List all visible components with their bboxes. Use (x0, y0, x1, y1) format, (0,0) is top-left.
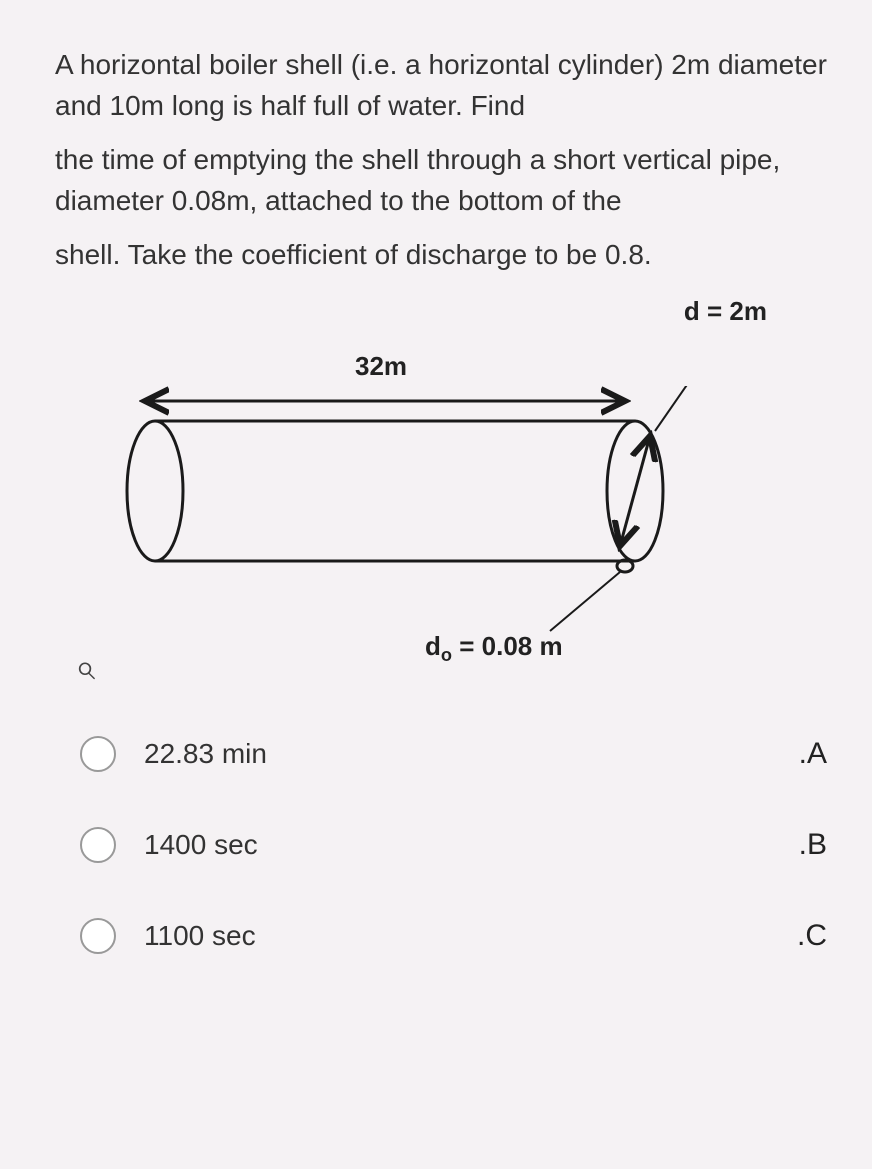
option-letter: .A (799, 737, 837, 771)
radio-icon[interactable] (80, 827, 116, 863)
question-p1: A horizontal boiler shell (i.e. a horizo… (55, 45, 837, 126)
cylinder-svg (95, 386, 715, 646)
length-label: 32m (355, 351, 407, 382)
diameter-label: d = 2m (684, 296, 767, 327)
question-text: A horizontal boiler shell (i.e. a horizo… (55, 45, 837, 276)
outlet-diameter-label: do = 0.08 m (425, 631, 563, 666)
question-p2: the time of emptying the shell through a… (55, 140, 837, 221)
option-text: 1400 sec (144, 829, 258, 861)
option-b[interactable]: 1400 sec .B (80, 827, 837, 863)
question-p3: shell. Take the coefficient of discharge… (55, 235, 837, 276)
radio-icon[interactable] (80, 918, 116, 954)
option-text: 1100 sec (144, 920, 256, 952)
option-a[interactable]: 22.83 min .A (80, 736, 837, 772)
option-letter: .C (797, 919, 837, 953)
option-text: 22.83 min (144, 738, 267, 770)
option-c[interactable]: 1100 sec .C (80, 918, 837, 954)
diagram: d = 2m 32m do = 0.08 m ⌕ (55, 296, 837, 696)
magnify-icon[interactable]: ⌕ (75, 646, 95, 689)
options-list: 22.83 min .A 1400 sec .B 1100 sec .C (55, 736, 837, 954)
option-letter: .B (799, 828, 837, 862)
radio-icon[interactable] (80, 736, 116, 772)
